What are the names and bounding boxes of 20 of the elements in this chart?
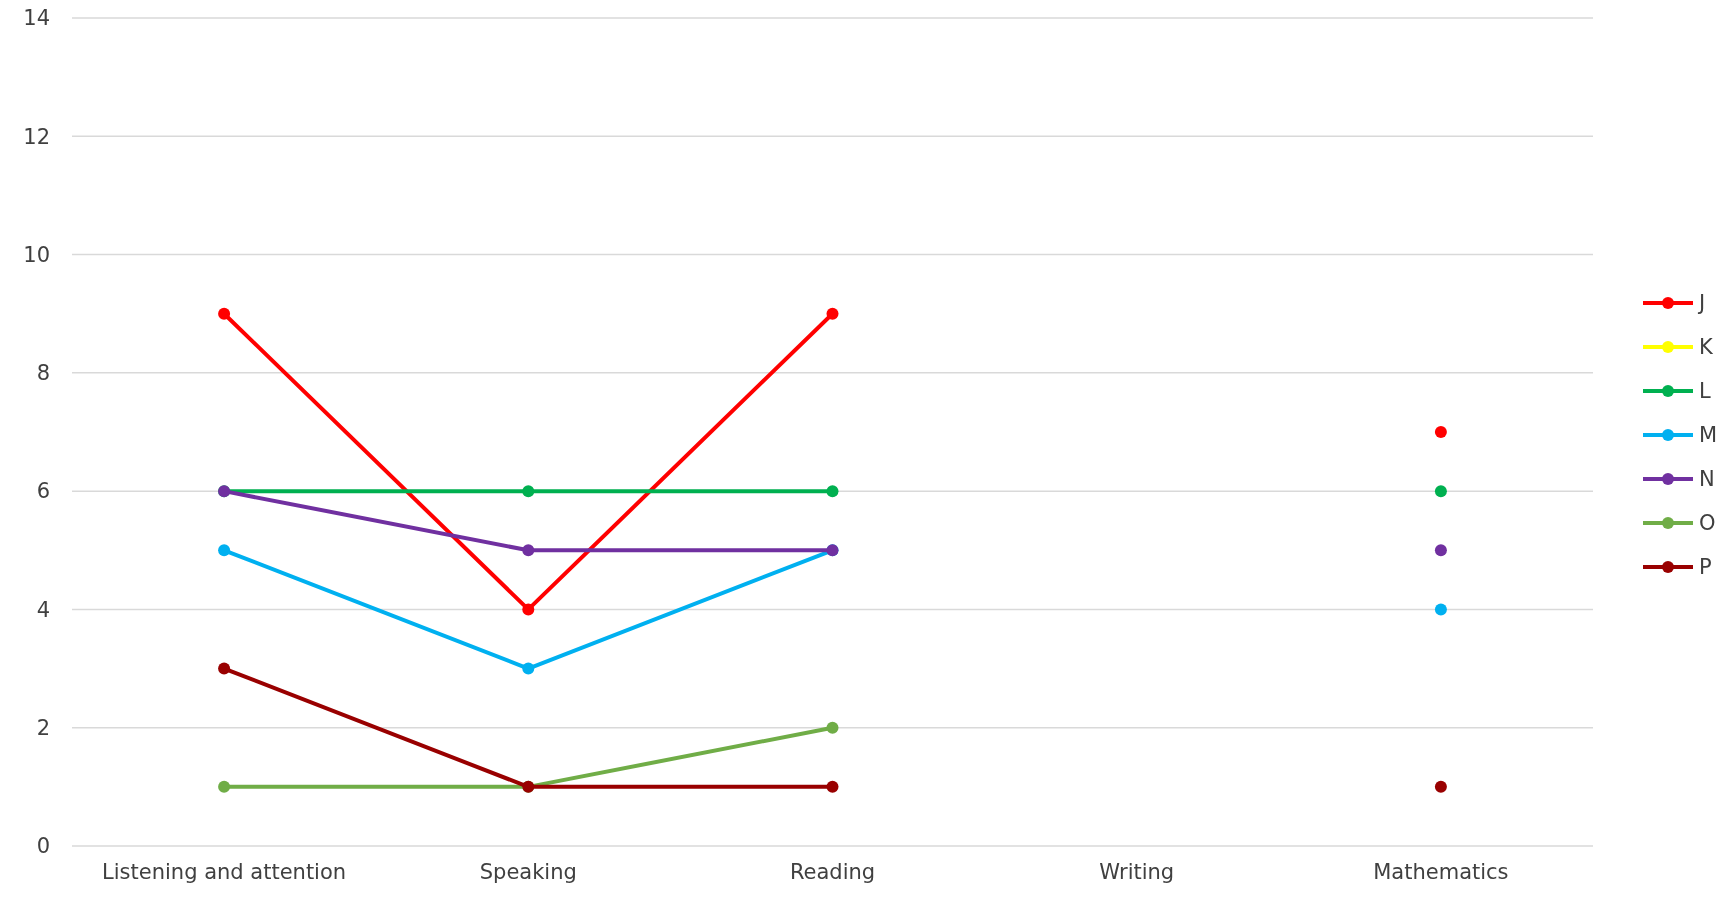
y-tick-label: 14	[23, 6, 50, 31]
legend-label: P	[1699, 555, 1712, 580]
legend-label: M	[1699, 423, 1718, 448]
x-tick-label: Speaking	[479, 860, 577, 884]
x-tick-label: Writing	[1099, 860, 1175, 884]
legend-label: L	[1699, 379, 1711, 404]
x-tick-label: Reading	[789, 860, 876, 884]
y-tick-label: 8	[36, 361, 50, 386]
y-tick-label: 0	[36, 834, 50, 859]
x-tick-label: Mathematics	[1373, 860, 1509, 884]
y-tick-label: 2	[36, 716, 50, 741]
y-tick-label: 4	[36, 597, 50, 622]
y-tick-label: 12	[23, 124, 50, 149]
legend-label: N	[1699, 467, 1715, 492]
legend-label: O	[1699, 511, 1716, 536]
legend-label: K	[1699, 335, 1714, 360]
x-tick-label: Listening and attention	[102, 860, 347, 884]
y-tick-label: 6	[36, 479, 50, 504]
legend-label: J	[1697, 291, 1706, 316]
y-tick-label: 10	[23, 242, 50, 267]
